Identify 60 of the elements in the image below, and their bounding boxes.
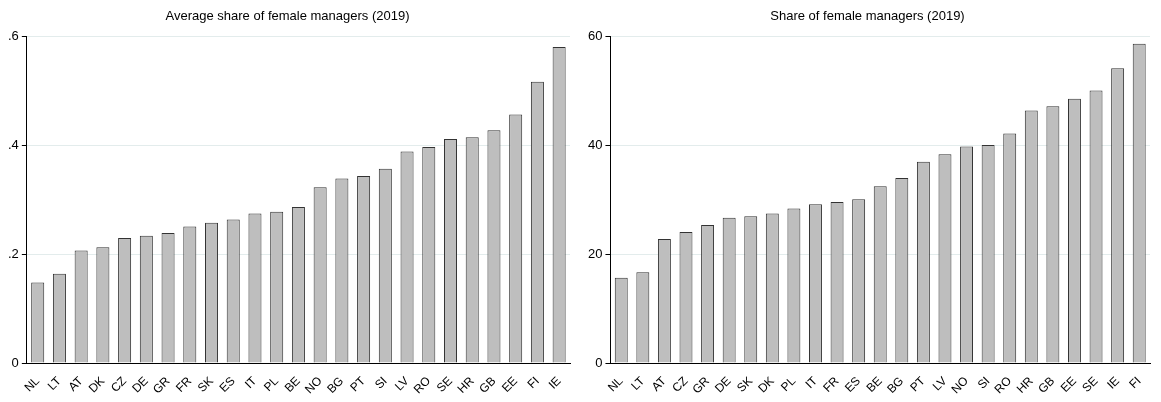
x-tick-label: DK	[755, 373, 777, 396]
y-tick-label: 40	[587, 137, 603, 153]
x-tick-label: PL	[260, 373, 282, 395]
x-tick-label: RO	[410, 373, 434, 397]
x-tick-label: LV	[929, 373, 950, 394]
x-tick-label: BE	[281, 373, 303, 395]
x-tick-label: SK	[194, 373, 216, 395]
x-tick-label: DK	[85, 373, 108, 396]
x-tick-label: PT	[347, 373, 369, 395]
x-tick-label: GB	[1035, 373, 1058, 396]
x-tick-label: NO	[948, 373, 972, 397]
x-tick-label: LT	[44, 373, 65, 393]
x-tick-label: GR	[689, 373, 713, 397]
x-tick-label: LV	[391, 373, 412, 394]
y-tick-label: .6	[8, 28, 19, 44]
chart-title: Share of female managers (2019)	[770, 8, 965, 24]
x-tick-label: FR	[173, 373, 195, 395]
x-tick-label: SE	[1079, 373, 1101, 395]
x-tick-label: NL	[21, 373, 43, 395]
x-tick-label: ES	[216, 373, 238, 395]
x-tick-label: SI	[974, 373, 993, 392]
x-tick-label: PT	[907, 373, 929, 395]
x-tick-label: SE	[433, 373, 455, 395]
y-tick-label: .4	[8, 137, 19, 153]
x-tick-label: DE	[711, 373, 734, 396]
x-tick-label: EE	[1057, 373, 1079, 395]
x-tick-label: HR	[454, 373, 477, 396]
y-tick-label: 20	[587, 245, 603, 261]
x-tick-label: CZ	[669, 373, 691, 395]
x-tick-label: IE	[545, 373, 564, 392]
y-tick-label: .2	[8, 245, 19, 261]
x-tick-label: IE	[1104, 373, 1123, 392]
x-tick-label: ES	[841, 373, 864, 395]
x-tick-label: BG	[324, 373, 347, 396]
x-tick-label: SK	[733, 373, 756, 395]
x-tick-label: LT	[628, 373, 648, 393]
x-tick-label: GR	[149, 373, 173, 397]
y-tick-label: 0	[595, 354, 603, 370]
x-tick-label: DE	[129, 373, 151, 396]
x-tick-label: BE	[863, 373, 885, 395]
x-tick-label: RO	[991, 373, 1015, 397]
x-tick-label: FI	[524, 373, 542, 392]
chart-title: Average share of female managers (2019)	[165, 8, 410, 24]
x-tick-label: IT	[241, 373, 260, 392]
x-tick-label: GB	[476, 373, 499, 396]
y-tick-label: 0	[11, 354, 19, 370]
x-tick-label: AT	[648, 373, 670, 394]
x-tick-label: IT	[802, 373, 821, 392]
x-tick-label: FR	[820, 373, 842, 395]
x-tick-label: HR	[1013, 373, 1036, 396]
x-tick-label: NO	[301, 373, 325, 397]
x-tick-label: FI	[1126, 373, 1144, 392]
x-tick-label: BG	[884, 373, 907, 396]
x-tick-label: AT	[65, 373, 87, 394]
x-tick-label: PL	[778, 373, 799, 395]
x-tick-label: NL	[604, 373, 626, 395]
x-tick-label: EE	[498, 373, 521, 395]
x-tick-label: SI	[371, 373, 390, 392]
y-tick-label: 60	[587, 28, 603, 44]
x-tick-label: CZ	[107, 373, 130, 395]
